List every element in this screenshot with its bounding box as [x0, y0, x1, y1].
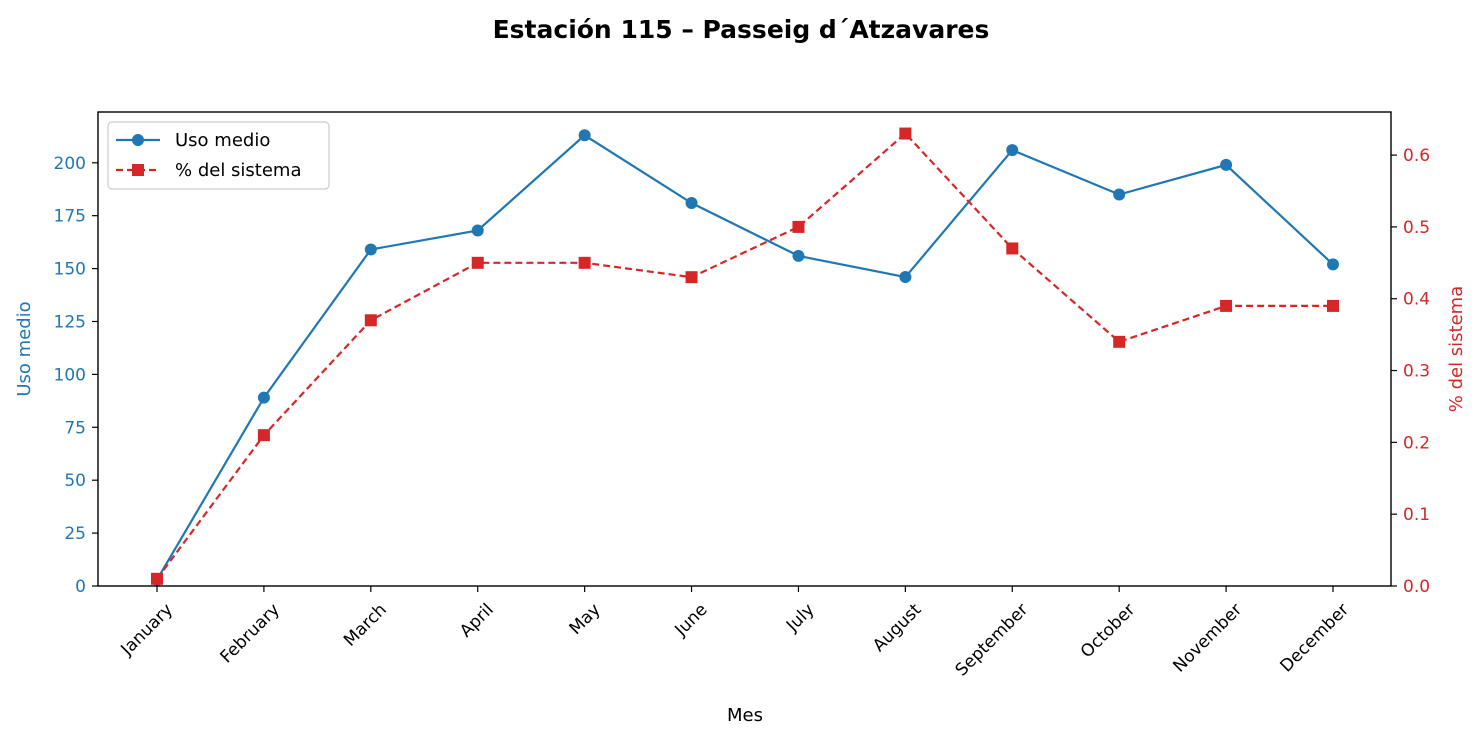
series-1-point-11 [1220, 158, 1233, 171]
x-axis-label: Mes [727, 705, 763, 726]
y-right-tick-label-4: 0.3 [1403, 362, 1430, 382]
x-tick-label-8: August [869, 600, 925, 656]
y-left-tick-label-2: 25 [64, 524, 86, 544]
y-left-tick-label-4: 75 [64, 418, 86, 438]
series-2-point-6 [685, 271, 698, 284]
x-tick-label-7: July [782, 600, 818, 636]
y-left-tick-label-3: 50 [64, 471, 86, 491]
y-right-tick-label-3: 0.2 [1403, 433, 1430, 453]
series-2-point-7 [792, 220, 805, 233]
y-left-tick-label-9: 200 [54, 154, 86, 174]
series-1-point-12 [1327, 258, 1339, 271]
legend-label-1: Uso medio [175, 130, 270, 151]
y-left-tick-label-6: 125 [54, 312, 86, 332]
x-tick-label-10: October [1077, 600, 1139, 662]
x-tick-label-11: November [1169, 600, 1246, 677]
series-1-point-10 [1113, 188, 1126, 201]
series-2-point-11 [1220, 299, 1233, 312]
x-tick-label-5: May [566, 600, 605, 639]
series-1-point-7 [792, 249, 805, 262]
series-2-point-12 [1327, 299, 1339, 312]
series-1-point-9 [1006, 144, 1019, 157]
y-right-axis-label: % del sistema [1446, 286, 1467, 413]
legend-label-2: % del sistema [175, 160, 302, 181]
x-tick-label-6: June [671, 600, 712, 641]
x-tick-label-12: December [1277, 600, 1353, 676]
series-1-point-8 [899, 271, 912, 284]
x-tick-label-9: September [952, 600, 1033, 681]
legend-marker-1 [132, 134, 144, 146]
y-left-tick-label-8: 175 [54, 207, 86, 227]
series-2-point-3 [364, 314, 377, 327]
series-1-point-3 [364, 243, 377, 256]
series-2-point-10 [1113, 335, 1126, 348]
series-2-point-4 [471, 256, 484, 269]
y-left-tick-label-5: 100 [54, 365, 86, 385]
y-left-tick-label-1: 0 [75, 577, 86, 597]
series-1-point-2 [257, 391, 270, 404]
y-right-tick-label-7: 0.6 [1403, 146, 1430, 166]
plot-frame [97, 111, 1392, 587]
y-right-tick-label-5: 0.4 [1403, 290, 1430, 310]
series-2-point-5 [578, 256, 591, 269]
series-line-1 [156, 133, 1334, 581]
series-2-point-1 [151, 572, 163, 585]
y-right-tick-label-1: 0.0 [1403, 577, 1430, 597]
series-1-point-5 [578, 129, 591, 142]
y-right-tick-label-2: 0.1 [1403, 505, 1430, 525]
y-left-axis-label: Uso medio [14, 301, 35, 396]
plot-area: January February March April May June July Augu… [54, 111, 1430, 681]
series-1-point-4 [471, 224, 484, 237]
y-right-tick-label-6: 0.5 [1403, 218, 1430, 238]
x-tick-label-3: March [340, 600, 391, 651]
chart-title: Estación 115 – Passeig d´Atzavares [493, 15, 990, 44]
series-2-point-8 [899, 127, 912, 140]
series-2-point-2 [257, 429, 270, 442]
series-line-2 [156, 131, 1333, 580]
series-1-point-6 [685, 196, 698, 209]
x-tick-label-1: January [117, 600, 177, 660]
x-tick-label-4: April [456, 600, 498, 642]
x-tick-label-2: February [217, 600, 284, 667]
y-left-tick-label-7: 150 [54, 260, 86, 280]
series-2-point-9 [1006, 242, 1019, 255]
legend-box [107, 121, 330, 190]
legend: Uso medio % del sistema [107, 121, 330, 190]
legend-marker-2 [132, 164, 144, 176]
